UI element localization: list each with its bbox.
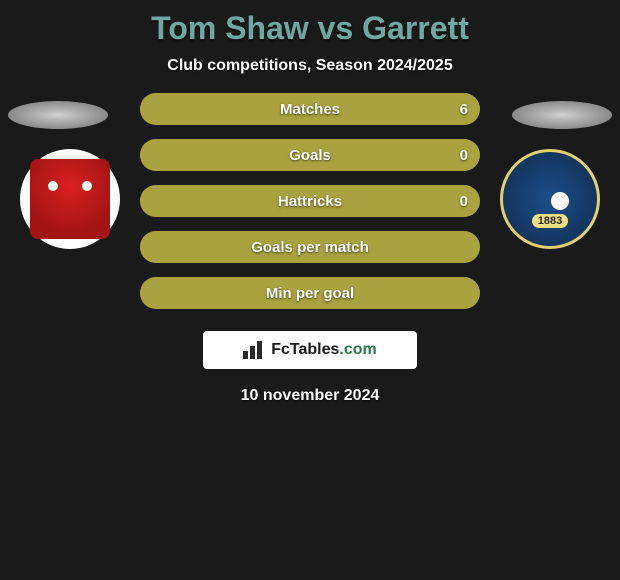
stat-bar: Goals per match <box>140 231 480 263</box>
comparison-stage: 1883 Matches 6 Goals 0 Hattricks 0 Goals per m… <box>0 93 620 309</box>
stat-label: Goals per match <box>251 239 369 256</box>
player2-club-badge: 1883 <box>500 149 600 249</box>
stat-label: Goals <box>289 147 331 164</box>
brand-badge: FcTables.com <box>203 331 417 369</box>
stat-bar: Min per goal <box>140 277 480 309</box>
stat-label: Min per goal <box>266 285 354 302</box>
stat-value-right: 6 <box>460 101 468 118</box>
stat-bar: Hattricks 0 <box>140 185 480 217</box>
comparison-title: Tom Shaw vs Garrett <box>0 0 620 47</box>
brand-chart-icon <box>243 341 265 359</box>
stat-value-right: 0 <box>460 193 468 210</box>
player1-club-badge <box>20 149 120 249</box>
brand-text: FcTables.com <box>271 341 377 359</box>
stat-label: Matches <box>280 101 340 118</box>
player2-platform <box>512 101 612 129</box>
club-founded-year: 1883 <box>532 214 568 228</box>
snapshot-date: 10 november 2024 <box>0 387 620 405</box>
stat-value-right: 0 <box>460 147 468 164</box>
stat-bar: Goals 0 <box>140 139 480 171</box>
player1-platform <box>8 101 108 129</box>
stat-bars-container: Matches 6 Goals 0 Hattricks 0 Goals per match M… <box>140 93 480 309</box>
vs-separator: vs <box>318 10 354 46</box>
stat-bar: Matches 6 <box>140 93 480 125</box>
player2-name: Garrett <box>362 10 469 46</box>
brand-domain: .com <box>339 341 376 358</box>
player1-name: Tom Shaw <box>151 10 309 46</box>
competition-subtitle: Club competitions, Season 2024/2025 <box>0 57 620 75</box>
brand-name: FcTables <box>271 341 339 358</box>
stat-label: Hattricks <box>278 193 342 210</box>
